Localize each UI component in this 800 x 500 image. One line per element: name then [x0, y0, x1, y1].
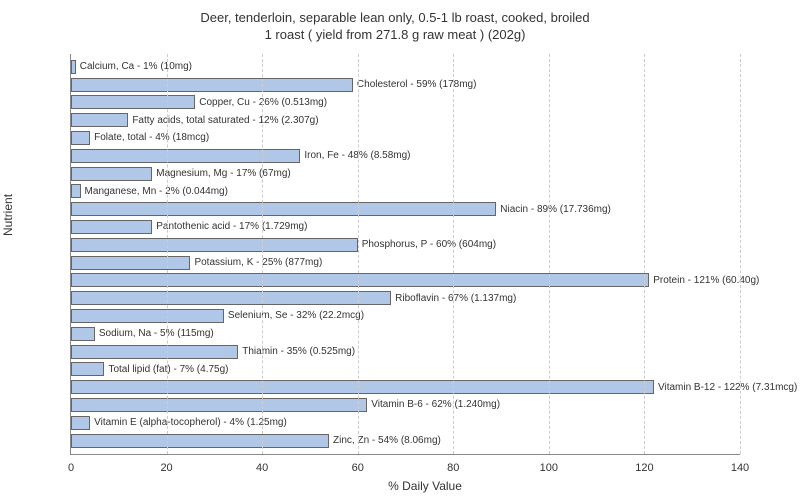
x-tick-label: 120	[635, 462, 653, 474]
bar-row: Selenium, Se - 32% (22.2mcg)	[71, 309, 740, 323]
bar	[71, 273, 649, 287]
bar-row: Iron, Fe - 48% (8.58mg)	[71, 149, 740, 163]
plot-area: Calcium, Ca - 1% (10mg) Cholesterol - 59%…	[70, 54, 740, 455]
x-tick-label: 40	[256, 462, 268, 474]
bars-group: Calcium, Ca - 1% (10mg) Cholesterol - 59%…	[71, 60, 740, 448]
gridline	[644, 54, 645, 454]
bar-label: Calcium, Ca - 1% (10mg)	[80, 61, 192, 72]
bar-row: Zinc, Zn - 54% (8.06mg)	[71, 434, 740, 448]
bar-row: Fatty acids, total saturated - 12% (2.30…	[71, 113, 740, 127]
y-axis-label: Nutrient	[1, 194, 15, 236]
bar	[71, 380, 654, 394]
bar	[71, 95, 195, 109]
bar-label: Potassium, K - 25% (877mg)	[194, 257, 322, 268]
chart-container: Deer, tenderloin, separable lean only, 0…	[0, 0, 800, 500]
bar	[71, 113, 128, 127]
bar	[71, 345, 238, 359]
bar-label: Copper, Cu - 26% (0.513mg)	[199, 97, 327, 108]
bar	[71, 60, 76, 74]
bar-row: Copper, Cu - 26% (0.513mg)	[71, 95, 740, 109]
bar	[71, 256, 190, 270]
bar	[71, 434, 329, 448]
bar	[71, 149, 300, 163]
bar-label: Pantothenic acid - 17% (1.729mg)	[156, 221, 307, 232]
x-tick-label: 0	[68, 462, 74, 474]
x-tick-label: 20	[160, 462, 172, 474]
bar-row: Thiamin - 35% (0.525mg)	[71, 345, 740, 359]
bar-row: Pantothenic acid - 17% (1.729mg)	[71, 220, 740, 234]
bar	[71, 184, 81, 198]
x-tick-label: 140	[731, 462, 749, 474]
bar-row: Riboflavin - 67% (1.137mg)	[71, 291, 740, 305]
bar-label: Riboflavin - 67% (1.137mg)	[395, 293, 516, 304]
bar-row: Potassium, K - 25% (877mg)	[71, 256, 740, 270]
gridline	[167, 54, 168, 454]
title-line2: 1 roast ( yield from 271.8 g raw meat ) …	[265, 27, 526, 42]
bar-row: Manganese, Mn - 2% (0.044mg)	[71, 184, 740, 198]
bar-row: Folate, total - 4% (18mcg)	[71, 131, 740, 145]
bar-row: Niacin - 89% (17.736mg)	[71, 202, 740, 216]
bar-row: Calcium, Ca - 1% (10mg)	[71, 60, 740, 74]
bar-label: Fatty acids, total saturated - 12% (2.30…	[132, 115, 318, 126]
x-tick-label: 100	[540, 462, 558, 474]
bar-label: Total lipid (fat) - 7% (4.75g)	[108, 364, 228, 375]
bar-label: Magnesium, Mg - 17% (67mg)	[156, 168, 291, 179]
bar-row: Vitamin E (alpha-tocopherol) - 4% (1.25m…	[71, 416, 740, 430]
bar-label: Vitamin B-6 - 62% (1.240mg)	[371, 399, 500, 410]
gridline	[549, 54, 550, 454]
gridline	[358, 54, 359, 454]
bar-row: Total lipid (fat) - 7% (4.75g)	[71, 362, 740, 376]
bar-row: Sodium, Na - 5% (115mg)	[71, 327, 740, 341]
bar	[71, 131, 90, 145]
bar-label: Folate, total - 4% (18mcg)	[94, 132, 209, 143]
gridline	[740, 54, 741, 454]
bar-label: Niacin - 89% (17.736mg)	[500, 204, 611, 215]
bar	[71, 78, 353, 92]
bar-row: Vitamin B-6 - 62% (1.240mg)	[71, 398, 740, 412]
bar	[71, 416, 90, 430]
bar	[71, 291, 391, 305]
bar-label: Vitamin E (alpha-tocopherol) - 4% (1.25m…	[94, 417, 287, 428]
chart-title: Deer, tenderloin, separable lean only, 0…	[10, 10, 780, 44]
bar-row: Magnesium, Mg - 17% (67mg)	[71, 167, 740, 181]
bar-label: Thiamin - 35% (0.525mg)	[242, 346, 355, 357]
bar-label: Manganese, Mn - 2% (0.044mg)	[85, 186, 228, 197]
bar-row: Cholesterol - 59% (178mg)	[71, 78, 740, 92]
bar	[71, 238, 358, 252]
bar	[71, 327, 95, 341]
bar-label: Vitamin B-12 - 122% (7.31mcg)	[658, 382, 797, 393]
bar	[71, 202, 496, 216]
title-line1: Deer, tenderloin, separable lean only, 0…	[200, 10, 589, 25]
bar	[71, 362, 104, 376]
gridline	[262, 54, 263, 454]
bar	[71, 398, 367, 412]
bar-label: Sodium, Na - 5% (115mg)	[99, 328, 214, 339]
x-tick-label: 60	[352, 462, 364, 474]
bar-row: Protein - 121% (60.40g)	[71, 273, 740, 287]
bar-row: Vitamin B-12 - 122% (7.31mcg)	[71, 380, 740, 394]
bar	[71, 167, 152, 181]
bar-label: Selenium, Se - 32% (22.2mcg)	[228, 310, 364, 321]
x-axis-label: % Daily Value	[70, 479, 780, 493]
gridline	[453, 54, 454, 454]
bar-label: Zinc, Zn - 54% (8.06mg)	[333, 435, 441, 446]
x-tick-label: 80	[447, 462, 459, 474]
bar-row: Phosphorus, P - 60% (604mg)	[71, 238, 740, 252]
bar	[71, 309, 224, 323]
bar-label: Phosphorus, P - 60% (604mg)	[362, 239, 496, 250]
bar	[71, 220, 152, 234]
bar-label: Protein - 121% (60.40g)	[653, 275, 759, 286]
bar-label: Cholesterol - 59% (178mg)	[357, 79, 477, 90]
